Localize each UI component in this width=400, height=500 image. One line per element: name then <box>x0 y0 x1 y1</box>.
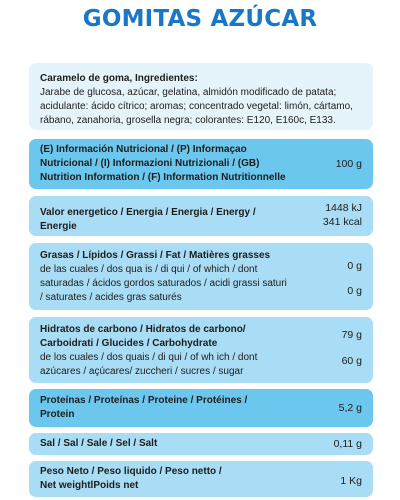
product-title: GOMITAS AZÚCAR <box>82 6 318 32</box>
salt-box: Sal / Sal / Sale / Sel / Salt 0,11 g <box>29 433 373 455</box>
carbs-box: Hidratos de carbono / Hidratos de carbon… <box>29 317 373 383</box>
salt-label: Sal / Sal / Sale / Sel / Salt <box>40 438 158 449</box>
protein-value: 5,2 g <box>338 402 362 414</box>
carbs-sub-label: de los cuales / dos quais / di qui / of … <box>40 352 258 363</box>
protein-box: Proteínas / Proteínas / Proteine / Proté… <box>29 389 373 427</box>
fats-box: Grasas / Lípidos / Grassi / Fat / Matièr… <box>29 243 373 310</box>
fats-sub-label: de las cuales / dos qua is / di qui / of… <box>40 264 258 275</box>
fats-value: 0 g <box>347 260 362 272</box>
carbs-sub-label: azúcares / açúcares/ zuccheri / sucres /… <box>40 366 244 377</box>
nutrition-header-line: Nutricional / (I) Informazioni Nutrizion… <box>40 158 260 169</box>
sugars-value: 60 g <box>341 355 362 367</box>
ingredients-line: acidulante: ácido cítrico; aromas; conce… <box>40 101 353 112</box>
energy-label: Valor energetico / Energia / Energia / E… <box>40 207 256 218</box>
protein-label: Protein <box>40 409 75 420</box>
ingredients-heading: Caramelo de goma, Ingredientes: <box>40 73 198 84</box>
nutrition-header-box: (E) Información Nutricional / (P) Inform… <box>29 139 373 189</box>
nutrition-header-line: (E) Información Nutricional / (P) Inform… <box>40 144 247 155</box>
net-weight-label: Net weightlPoids net <box>40 480 139 491</box>
ingredients-box: Caramelo de goma, Ingredientes: Jarabe d… <box>29 63 373 130</box>
per-100g-value: 100 g <box>335 158 362 170</box>
salt-value: 0,11 g <box>333 438 362 450</box>
ingredients-line: Jarabe de glucosa, azúcar, gelatina, alm… <box>40 87 337 98</box>
protein-label: Proteínas / Proteínas / Proteine / Proté… <box>40 395 248 406</box>
net-weight-label: Peso Neto / Peso liquido / Peso netto / <box>40 466 222 477</box>
fats-sub-label: / saturates / acides gras saturés <box>40 292 182 303</box>
carbs-label: Hidratos de carbono / Hidratos de carbon… <box>40 324 246 335</box>
ingredients-line: rábano, zanahoria, grosella negra; color… <box>40 115 336 126</box>
nutrition-header-line: Nutrition Information / (F) Information … <box>40 172 286 183</box>
fats-label: Grasas / Lípidos / Grassi / Fat / Matièr… <box>40 250 271 261</box>
carbs-value: 79 g <box>341 329 362 341</box>
energy-box: Valor energetico / Energia / Energia / E… <box>29 196 373 236</box>
energy-kj-value: 1448 kJ <box>325 202 362 214</box>
energy-label: Energie <box>40 221 77 232</box>
net-weight-value: 1 Kg <box>340 475 362 487</box>
energy-kcal-value: 341 kcal <box>322 216 362 228</box>
carbs-label: Carboidrati / Glucides / Carbohydrate <box>40 338 218 349</box>
fats-sub-label: saturadas / ácidos gordos saturados / ac… <box>40 278 287 289</box>
saturates-value: 0 g <box>347 285 362 297</box>
net-weight-box: Peso Neto / Peso liquido / Peso netto / … <box>29 461 373 497</box>
